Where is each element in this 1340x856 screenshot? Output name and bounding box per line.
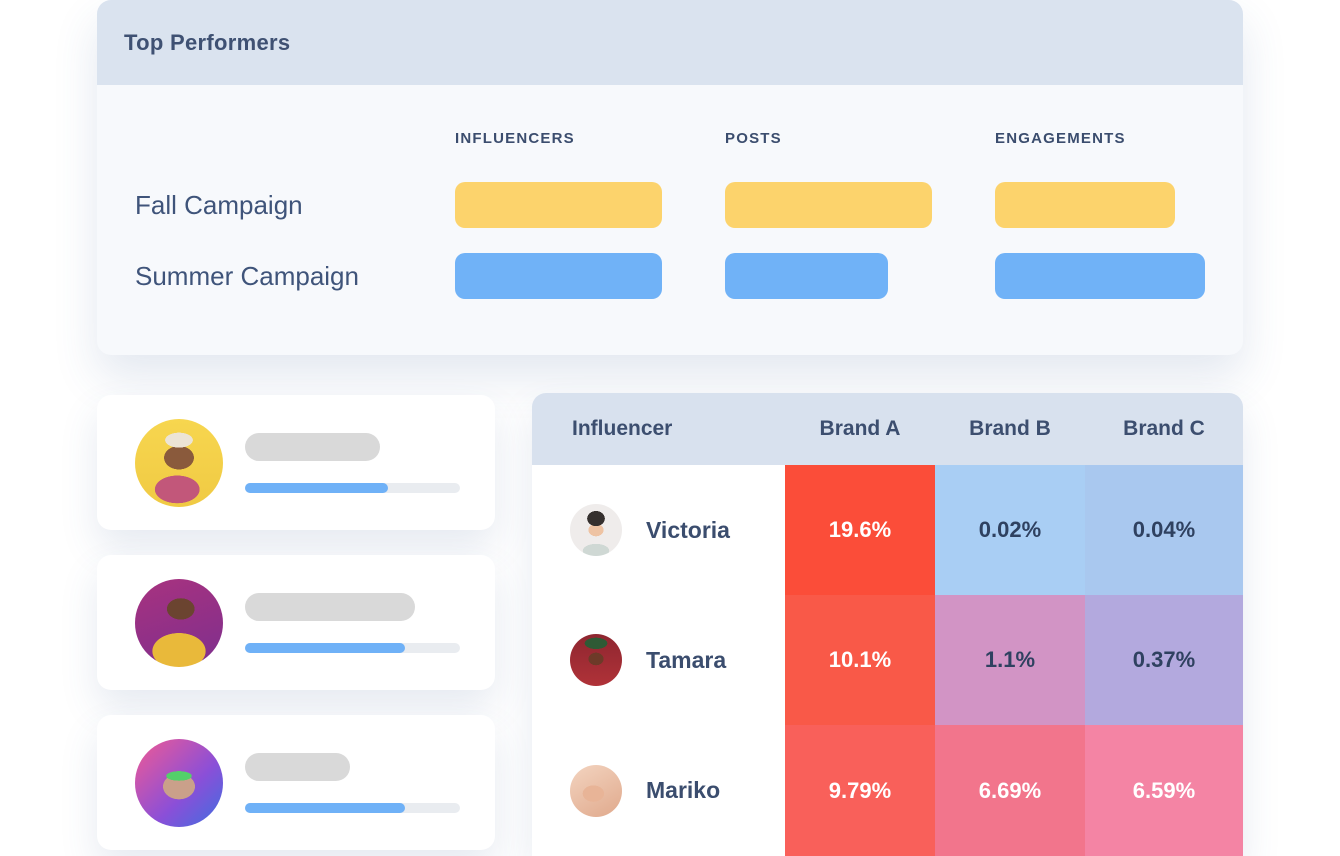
column-header-influencers: INFLUENCERS [455, 130, 575, 147]
progress-fill [245, 642, 405, 653]
avatar [135, 418, 223, 507]
card-content [245, 432, 460, 493]
column-header-brand-c: Brand C [1085, 393, 1243, 465]
fall-influencers-bar [455, 182, 662, 228]
title-placeholder-bar [245, 752, 350, 781]
column-header-influencer: Influencer [532, 393, 785, 465]
avatar [135, 738, 223, 827]
panel-title: Top Performers [124, 29, 291, 55]
table-row-mariko-name[interactable]: Mariko [532, 725, 785, 856]
influencer-card-3[interactable] [97, 715, 495, 850]
heatmap-cell-mariko-brand-b: 6.69% [935, 725, 1085, 856]
column-header-brand-b: Brand B [935, 393, 1085, 465]
table-row-victoria-name[interactable]: Victoria [532, 465, 785, 595]
avatar [570, 764, 622, 817]
heatmap-cell-tamara-brand-c: 0.37% [1085, 595, 1243, 725]
heatmap-cell-mariko-brand-c: 6.59% [1085, 725, 1243, 856]
column-header-label: Influencer [572, 417, 673, 440]
summer-posts-bar [725, 253, 888, 299]
row-label-fall-campaign: Fall Campaign [135, 189, 303, 220]
card-content [245, 592, 460, 653]
progress-track [245, 642, 460, 653]
progress-fill [245, 802, 405, 813]
heatmap-cell-victoria-brand-c: 0.04% [1085, 465, 1243, 595]
avatar [570, 634, 622, 686]
column-header-brand-a: Brand A [785, 393, 935, 465]
heatmap-cell-tamara-brand-b: 1.1% [935, 595, 1085, 725]
top-performers-panel: Top Performers INFLUENCERS POSTS ENGAGEM… [97, 0, 1243, 355]
column-header-label: Brand C [1123, 417, 1205, 440]
progress-track [245, 802, 460, 813]
card-content [245, 752, 460, 813]
brand-heatmap-panel: Influencer Brand A Brand B Brand C Victo… [532, 393, 1243, 856]
fall-posts-bar [725, 182, 932, 228]
progress-fill [245, 482, 388, 493]
top-performers-table: INFLUENCERS POSTS ENGAGEMENTS Fall Campa… [97, 85, 1243, 299]
influencer-card-2[interactable] [97, 555, 495, 690]
column-header-label: Brand A [819, 417, 901, 440]
column-header-posts: POSTS [725, 130, 782, 147]
heatmap-cell-tamara-brand-a: 10.1% [785, 595, 935, 725]
heatmap-cell-mariko-brand-a: 9.79% [785, 725, 935, 856]
title-placeholder-bar [245, 432, 380, 461]
progress-track [245, 482, 460, 493]
influencer-name: Tamara [646, 646, 727, 673]
heatmap-cell-victoria-brand-a: 19.6% [785, 465, 935, 595]
brand-heatmap-table: Influencer Brand A Brand B Brand C Victo… [532, 393, 1243, 856]
table-row-tamara-name[interactable]: Tamara [532, 595, 785, 725]
avatar [135, 578, 223, 667]
avatar [570, 504, 622, 556]
column-header-label: Brand B [969, 417, 1051, 440]
fall-engagements-bar [995, 182, 1175, 228]
title-placeholder-bar [245, 592, 415, 621]
row-label-summer-campaign: Summer Campaign [135, 260, 359, 291]
top-performers-header: Top Performers [97, 0, 1243, 85]
summer-engagements-bar [995, 253, 1205, 299]
influencer-name: Victoria [646, 516, 730, 543]
heatmap-cell-victoria-brand-b: 0.02% [935, 465, 1085, 595]
column-header-engagements: ENGAGEMENTS [995, 130, 1126, 147]
influencer-card-1[interactable] [97, 395, 495, 530]
summer-influencers-bar [455, 253, 662, 299]
influencer-name: Mariko [646, 777, 721, 803]
